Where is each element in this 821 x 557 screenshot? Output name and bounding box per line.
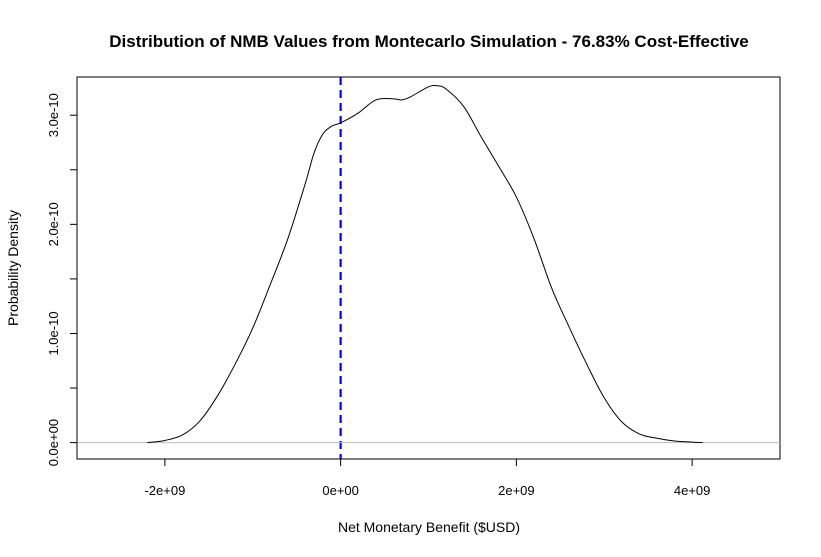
- x-tick-label: 2e+09: [498, 483, 535, 498]
- y-axis-label: Probability Density: [5, 210, 21, 326]
- x-tick-label: 0e+00: [322, 483, 359, 498]
- y-tick-label: 2.0e-10: [46, 202, 61, 246]
- density-curve-group: [147, 84, 703, 444]
- x-axis-label: Net Monetary Benefit ($USD): [338, 519, 520, 535]
- y-tick-label: 3.0e-10: [46, 93, 61, 137]
- plot-frame: [76, 76, 781, 460]
- y-tick-label: 1.0e-10: [46, 311, 61, 355]
- x-axis: -2e+09 0e+00 2e+09 4e+09: [144, 458, 711, 498]
- x-tick-label: -2e+09: [144, 483, 185, 498]
- reference-lines: [77, 77, 780, 459]
- chart-title: Distribution of NMB Values from Montecar…: [109, 32, 748, 51]
- density-curve: [147, 84, 703, 444]
- y-tick-label: 0.0e+00: [46, 419, 61, 466]
- y-axis: 0.0e+00 1.0e-10 2.0e-10 3.0e-10: [46, 93, 78, 466]
- x-tick-label: 4e+09: [674, 483, 711, 498]
